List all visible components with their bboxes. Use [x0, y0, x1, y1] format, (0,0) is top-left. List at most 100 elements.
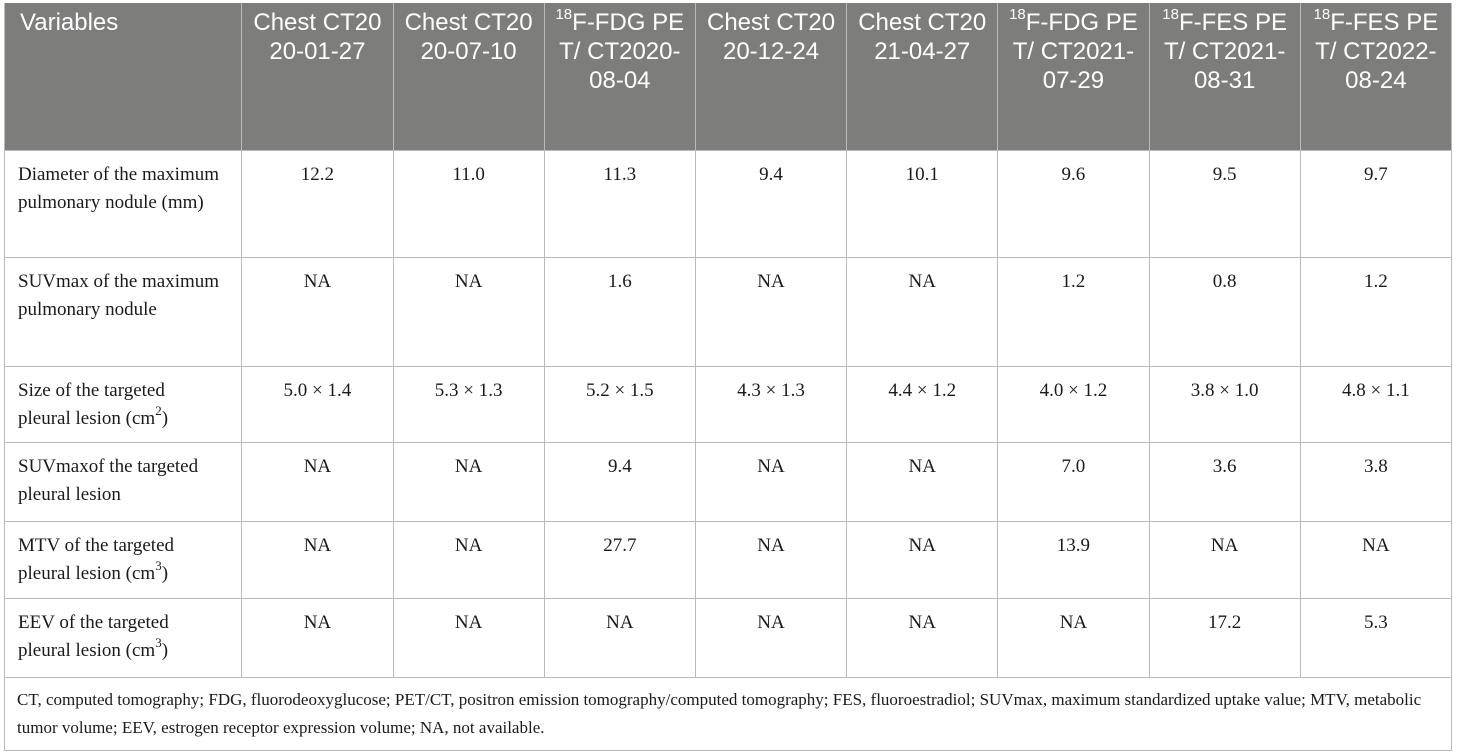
row-label: MTV of the targeted pleural lesion (cm3)	[3, 520, 243, 599]
row-label-text: SUVmax of the maximum pulmonary nodule	[18, 270, 220, 320]
table-cell: 1.6	[543, 256, 696, 367]
table-row: Size of the targeted pleural lesion (cm2…	[3, 365, 1453, 443]
table-container: Variables Chest CT2020-01-27 Chest CT202…	[3, 3, 1456, 751]
row-label: Diameter of the maximum pulmonary nodule…	[3, 149, 243, 258]
table-header: Variables Chest CT2020-01-27 Chest CT202…	[3, 3, 1453, 150]
table-cell: NA	[846, 597, 999, 678]
header-col-3: 18F-FDG PET/ CT2020-08-04	[543, 3, 696, 150]
table-row: EEV of the targeted pleural lesion (cm3)…	[3, 597, 1453, 678]
table-cell: 9.6	[997, 149, 1150, 258]
table-cell: NA	[694, 597, 848, 678]
table-cell: 3.6	[1148, 441, 1301, 522]
table-cell: 5.3	[1299, 597, 1453, 678]
header-col-text: Chest CT2020-12-24	[706, 9, 836, 65]
table-cell: NA	[392, 597, 545, 678]
data-table: Variables Chest CT2020-01-27 Chest CT202…	[3, 3, 1453, 751]
row-label-sup: 3	[155, 635, 162, 651]
table-cell: NA	[846, 256, 999, 367]
header-col-text: F-FDG PET/ CT2021-07-29	[1012, 9, 1138, 94]
table-cell: 4.8 × 1.1	[1299, 365, 1453, 443]
table-cell: NA	[241, 256, 394, 367]
table-cell: 9.4	[694, 149, 848, 258]
table-cell: NA	[1299, 520, 1453, 599]
header-col-8: 18F-FES PET/ CT2022-08-24	[1299, 3, 1453, 150]
table-footnote: CT, computed tomography; FDG, fluorodeox…	[4, 676, 1452, 751]
table-cell: 1.2	[1299, 256, 1453, 367]
row-label-text: MTV of the targeted pleural lesion (cm	[18, 534, 175, 584]
table-row: Diameter of the maximum pulmonary nodule…	[3, 149, 1453, 258]
row-label-sup: 2	[155, 403, 162, 419]
header-col-text: F-FES PET/ CT2021-08-31	[1163, 9, 1287, 94]
header-col-6: 18F-FDG PET/ CT2021-07-29	[997, 3, 1150, 150]
table-cell: 27.7	[543, 520, 696, 599]
row-label: SUVmaxof the targeted pleural lesion	[3, 441, 243, 522]
table-cell: 5.2 × 1.5	[543, 365, 696, 443]
table-cell: NA	[997, 597, 1150, 678]
table-cell: NA	[392, 441, 545, 522]
header-row: Variables Chest CT2020-01-27 Chest CT202…	[3, 3, 1453, 150]
header-col-7: 18F-FES PET/ CT2021-08-31	[1148, 3, 1301, 150]
header-col-text: F-FES PET/ CT2022-08-24	[1315, 9, 1439, 94]
table-cell: 1.2	[997, 256, 1150, 367]
table-cell: 5.3 × 1.3	[392, 365, 545, 443]
header-col-text: Chest CT2020-01-27	[253, 9, 382, 65]
header-col-text: Chest CT2020-07-10	[404, 9, 533, 65]
table-cell: 12.2	[241, 149, 394, 258]
table-cell: NA	[392, 520, 545, 599]
table-cell: NA	[694, 441, 848, 522]
header-col-sup: 18	[1313, 6, 1331, 23]
table-body: Diameter of the maximum pulmonary nodule…	[3, 149, 1453, 751]
table-cell: NA	[392, 256, 545, 367]
header-col-text: F-FDG PET/ CT2020-08-04	[559, 9, 685, 94]
table-cell: NA	[1148, 520, 1301, 599]
row-label: Size of the targeted pleural lesion (cm2…	[3, 365, 243, 443]
table-cell: NA	[241, 520, 394, 599]
table-row: SUVmaxof the targeted pleural lesion NA …	[3, 441, 1453, 522]
table-cell: 0.8	[1148, 256, 1301, 367]
row-label: SUVmax of the maximum pulmonary nodule	[3, 256, 243, 367]
table-cell: NA	[543, 597, 696, 678]
table-cell: NA	[241, 597, 394, 678]
table-row: SUVmax of the maximum pulmonary nodule N…	[3, 256, 1453, 367]
header-col-sup: 18	[1009, 6, 1026, 23]
header-col-1: Chest CT2020-01-27	[241, 3, 394, 150]
table-cell: NA	[846, 520, 999, 599]
table-cell: 7.0	[997, 441, 1150, 522]
table-cell: 9.7	[1299, 149, 1453, 258]
table-row: MTV of the targeted pleural lesion (cm3)…	[3, 520, 1453, 599]
row-label: EEV of the targeted pleural lesion (cm3)	[3, 597, 243, 678]
row-label-suffix: )	[161, 562, 169, 584]
table-cell: NA	[846, 441, 999, 522]
table-cell: 3.8	[1299, 441, 1453, 522]
table-cell: NA	[694, 256, 848, 367]
row-label-sup: 3	[155, 558, 162, 574]
header-col-4: Chest CT2020-12-24	[694, 3, 848, 150]
footnote-row: CT, computed tomography; FDG, fluorodeox…	[4, 676, 1452, 751]
table-cell: 11.0	[392, 149, 545, 258]
table-cell: 13.9	[997, 520, 1150, 599]
header-col-sup: 18	[555, 6, 573, 23]
header-col-sup: 18	[1162, 6, 1179, 23]
table-cell: 3.8 × 1.0	[1148, 365, 1301, 443]
header-variables: Variables	[3, 3, 243, 150]
header-col-5: Chest CT2021-04-27	[846, 3, 999, 150]
header-col-2: Chest CT2020-07-10	[392, 3, 545, 150]
row-label-text: SUVmaxof the targeted pleural lesion	[18, 455, 199, 505]
table-cell: 4.0 × 1.2	[997, 365, 1150, 443]
row-label-text: Diameter of the maximum pulmonary nodule…	[18, 163, 220, 213]
table-cell: 4.4 × 1.2	[846, 365, 999, 443]
table-cell: 9.5	[1148, 149, 1301, 258]
header-col-text: Chest CT2021-04-27	[858, 9, 987, 65]
table-cell: 10.1	[846, 149, 999, 258]
table-cell: 17.2	[1148, 597, 1301, 678]
table-cell: NA	[694, 520, 848, 599]
table-cell: 4.3 × 1.3	[694, 365, 848, 443]
row-label-suffix: )	[161, 639, 169, 661]
table-cell: 9.4	[543, 441, 696, 522]
table-cell: 5.0 × 1.4	[241, 365, 394, 443]
table-cell: NA	[241, 441, 394, 522]
table-cell: 11.3	[543, 149, 696, 258]
row-label-suffix: )	[161, 407, 169, 429]
row-label-text: EEV of the targeted pleural lesion (cm	[18, 611, 169, 661]
row-label-text: Size of the targeted pleural lesion (cm	[18, 379, 165, 429]
